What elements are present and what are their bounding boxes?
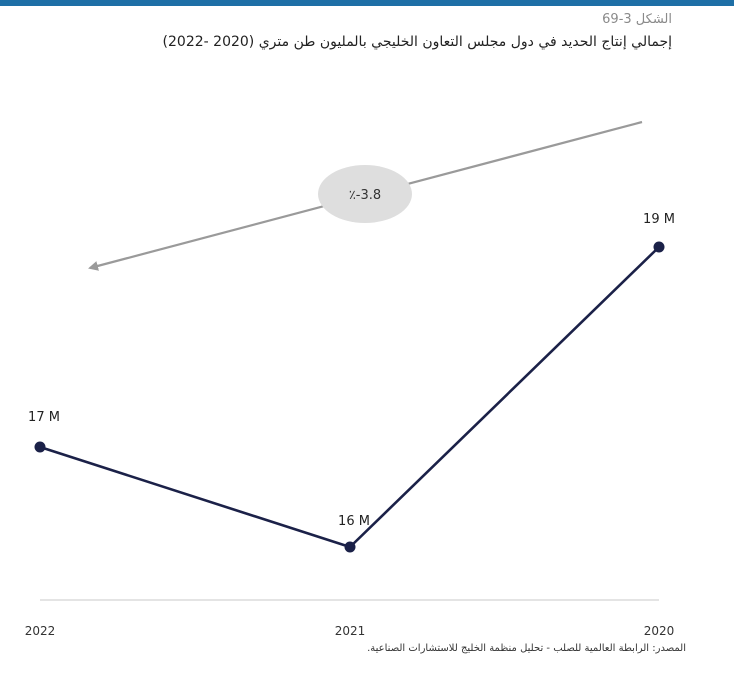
- data-label: 19 M: [643, 212, 675, 227]
- x-tick-label: 2022: [25, 624, 56, 638]
- data-point: [653, 241, 665, 253]
- x-tick-label: 2021: [335, 624, 366, 638]
- data-label: 17 M: [28, 410, 60, 425]
- source-note: المصدر: الرابطة العالمية للصلب - تحليل م…: [367, 643, 686, 654]
- trend-badge: [318, 165, 412, 223]
- data-label: 16 M: [338, 514, 370, 529]
- data-point: [34, 441, 46, 453]
- x-tick-label: 2020: [644, 624, 675, 638]
- trend-label: ٪-3.8: [349, 188, 381, 203]
- figure-title: إجمالي إنتاج الحديد في دول مجلس التعاون …: [162, 34, 672, 50]
- figure-label: الشكل 3-69: [602, 12, 672, 27]
- series-line: [39, 246, 660, 549]
- data-point: [344, 541, 356, 553]
- top-accent-rule: [0, 0, 734, 6]
